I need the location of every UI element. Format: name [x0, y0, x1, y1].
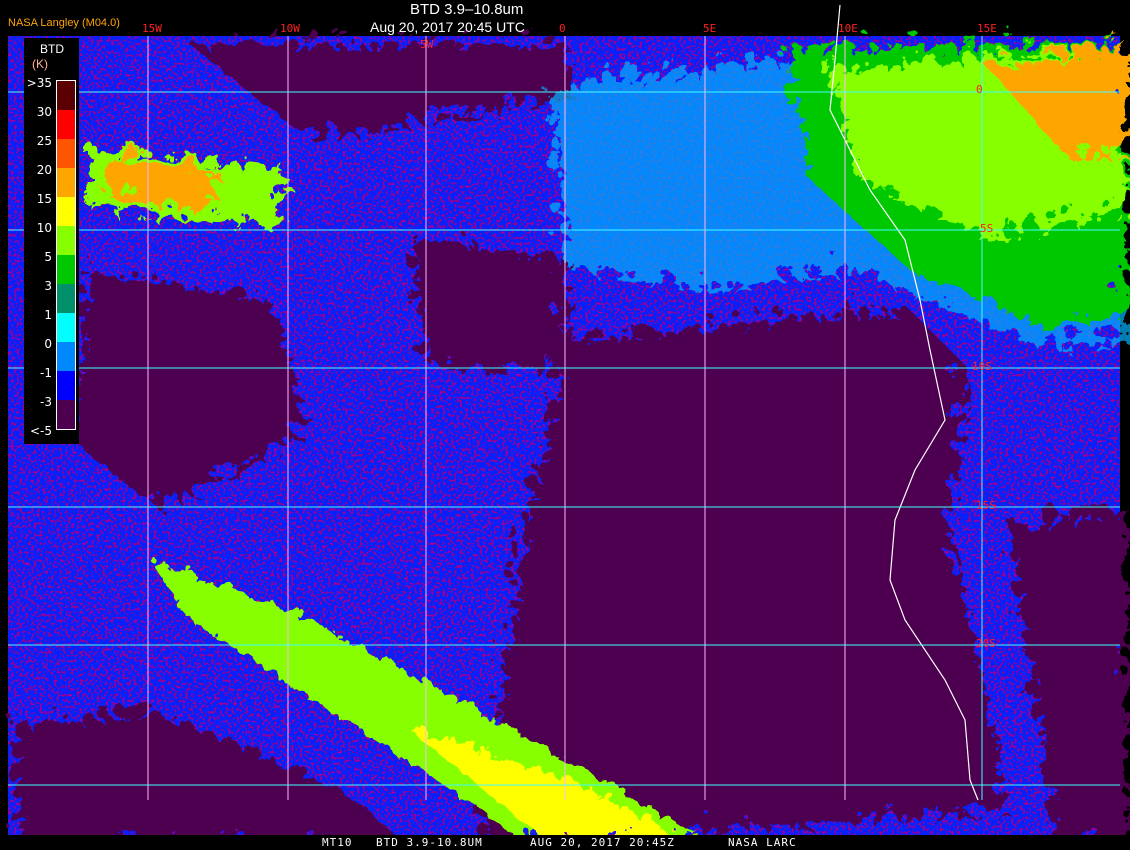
- provider-logo-text: NASA Langley (M04.0): [8, 17, 120, 29]
- legend-label: 10: [36, 221, 52, 235]
- lon-label: 10E: [838, 22, 858, 35]
- legend-label: 5: [44, 250, 52, 264]
- legend-swatch: [57, 139, 75, 168]
- legend-label: 25: [36, 134, 52, 148]
- legend-label: 20: [36, 163, 52, 177]
- legend-swatch: [57, 284, 75, 313]
- legend-swatch: [57, 400, 75, 429]
- legend-label: 3: [44, 279, 52, 293]
- legend-swatch: [57, 371, 75, 400]
- footer-source: NASA LARC: [728, 836, 797, 849]
- footer-satellite: MT10: [322, 836, 353, 849]
- legend-swatch: [57, 110, 75, 139]
- footer-caption: MT10 BTD 3.9-10.8UM AUG 20, 2017 20:45Z …: [0, 835, 1130, 850]
- lon-label: 15E: [977, 22, 997, 35]
- color-legend: BTD (K) >35 30 25 20 15 10 5 3 1 0 -1 -3 <-5: [24, 38, 79, 444]
- legend-unit: (K): [32, 57, 48, 71]
- lat-label: 20S: [976, 637, 996, 650]
- lon-label: 10W: [280, 22, 300, 35]
- lat-label: 5S: [980, 222, 994, 235]
- lon-label: 5W: [420, 38, 434, 51]
- lon-label: 0: [559, 22, 566, 35]
- lat-label: 15S: [976, 499, 996, 512]
- image-timestamp: Aug 20, 2017 20:45 UTC: [370, 19, 525, 35]
- legend-label: >35: [26, 76, 52, 90]
- coastline: [829, 4, 979, 801]
- cloud-regions: [80, 36, 1120, 835]
- lat-label: 0: [976, 83, 983, 96]
- footer-datetime: AUG 20, 2017 20:45Z: [530, 836, 675, 849]
- legend-swatch: [57, 313, 75, 342]
- lat-label: 10S: [972, 360, 992, 373]
- legend-title: BTD: [40, 42, 64, 56]
- legend-color-bar: [56, 80, 76, 430]
- legend-swatch: [57, 81, 75, 110]
- legend-label: -3: [40, 395, 52, 409]
- lon-label: 15W: [142, 22, 162, 35]
- footer-product: BTD 3.9-10.8UM: [376, 836, 483, 849]
- legend-label: 15: [36, 192, 52, 206]
- longitude-gridlines: [147, 36, 846, 800]
- legend-swatch: [57, 226, 75, 255]
- legend-swatch: [57, 197, 75, 226]
- legend-label: 0: [44, 337, 52, 351]
- lon-label: 5E: [703, 22, 717, 35]
- legend-swatch: [57, 342, 75, 371]
- low-cloud-regions: [8, 36, 1120, 835]
- legend-label: 1: [44, 308, 52, 322]
- legend-label: -1: [40, 366, 52, 380]
- legend-swatch: [57, 168, 75, 197]
- legend-label: <-5: [29, 424, 52, 438]
- latitude-gridlines: [8, 36, 1120, 800]
- legend-unit-text: (K): [32, 57, 48, 71]
- image-title: BTD 3.9–10.8um: [410, 1, 524, 18]
- legend-swatch: [57, 255, 75, 284]
- legend-label: 30: [36, 105, 52, 119]
